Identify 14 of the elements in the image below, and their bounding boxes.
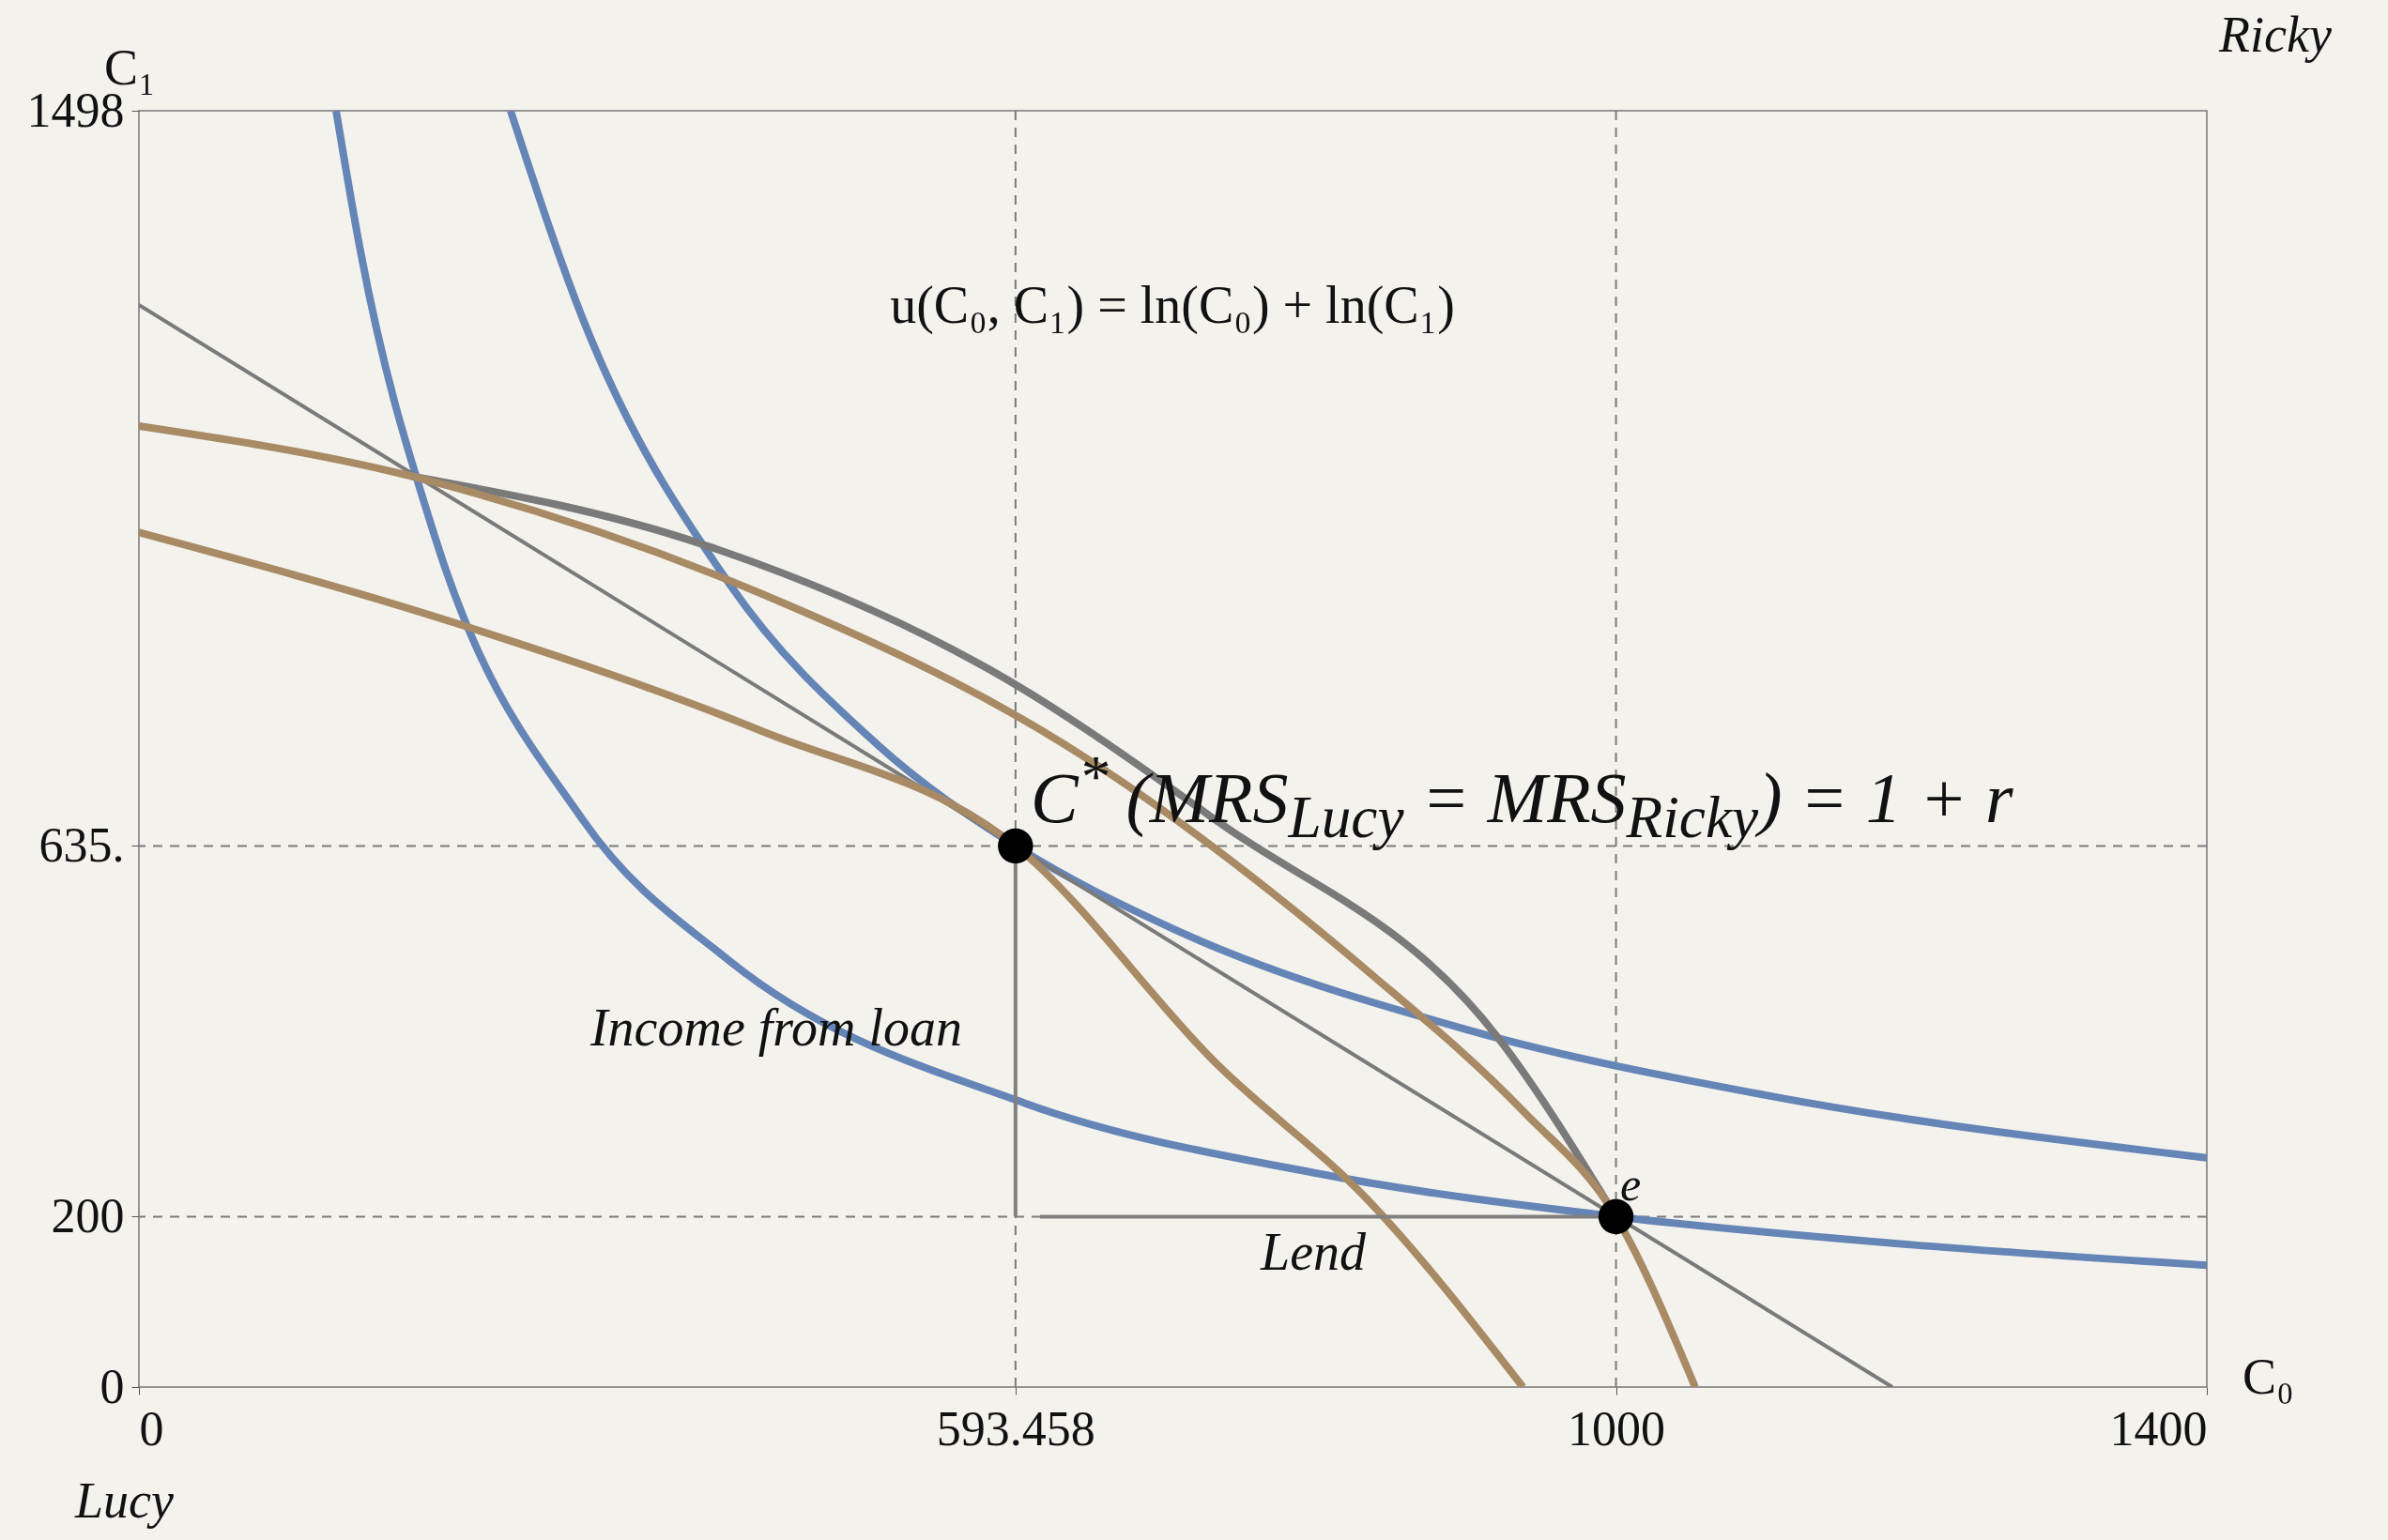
x-axis-title: C₀	[2243, 1348, 2294, 1405]
annotation: u(C₀, C₁) = ln(C₀) + ln(C₁)	[890, 275, 1455, 335]
annotation: e	[1619, 1157, 1642, 1212]
text: Lucy	[75, 1471, 174, 1530]
x-tick-label: 593.458	[936, 1401, 1095, 1456]
annotation: Lend	[1261, 1222, 1366, 1282]
y-axis-title: C₁	[104, 38, 156, 96]
x-tick-label: 0	[139, 1401, 164, 1456]
y-tick-label: 635.	[38, 818, 125, 872]
x-tick-label: 1400	[2109, 1401, 2208, 1456]
text: Ricky	[2219, 6, 2332, 64]
y-tick-label: 0	[100, 1359, 125, 1413]
y-tick-label: 200	[51, 1188, 125, 1243]
x-tick-label: 1000	[1568, 1401, 1666, 1456]
